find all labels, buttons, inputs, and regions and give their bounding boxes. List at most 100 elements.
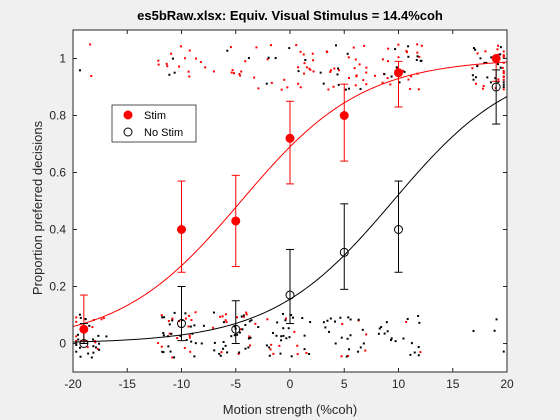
raw-trial-nostim [189, 325, 192, 328]
raw-trial-stim [254, 322, 257, 325]
raw-trial-nostim [337, 83, 340, 86]
raw-trial-nostim [297, 70, 300, 73]
raw-trial-stim [167, 320, 170, 323]
raw-trial-nostim [489, 81, 492, 84]
data-point-nostim [177, 319, 186, 329]
raw-trial-nostim [284, 319, 287, 322]
raw-trial-nostim [474, 76, 477, 79]
raw-trial-stim [283, 78, 286, 81]
raw-trial-nostim [173, 311, 176, 314]
raw-trial-nostim [291, 316, 294, 319]
raw-trial-stim [224, 313, 227, 316]
raw-trial-stim [248, 335, 251, 338]
raw-trial-stim [176, 337, 179, 340]
raw-trial-nostim [346, 52, 349, 55]
raw-trial-nostim [92, 345, 95, 348]
raw-trial-stim [332, 85, 335, 88]
raw-trial-nostim [97, 334, 100, 337]
raw-trial-nostim [226, 49, 229, 52]
raw-trial-nostim [268, 346, 271, 349]
raw-trial-nostim [357, 350, 360, 353]
raw-trial-nostim [502, 83, 505, 86]
raw-trial-stim [269, 348, 272, 351]
raw-trial-stim [340, 355, 343, 358]
raw-trial-stim [305, 66, 308, 69]
raw-trial-stim [90, 74, 93, 77]
raw-trial-nostim [346, 337, 349, 340]
raw-trial-nostim [407, 45, 410, 48]
raw-trial-nostim [380, 325, 383, 328]
raw-trial-stim [405, 51, 408, 54]
raw-trial-stim [374, 74, 377, 77]
raw-trial-stim [75, 316, 78, 319]
raw-trial-nostim [247, 57, 250, 60]
raw-trial-stim [309, 68, 312, 71]
raw-trial-nostim [417, 314, 420, 317]
raw-trial-stim [501, 66, 504, 69]
raw-trial-nostim [222, 341, 225, 344]
raw-trial-nostim [282, 327, 285, 330]
raw-trial-stim [272, 352, 275, 355]
raw-trial-stim [157, 59, 160, 62]
raw-trial-stim [244, 60, 247, 63]
raw-trial-nostim [162, 351, 165, 354]
raw-trial-stim [416, 43, 419, 46]
raw-trial-stim [348, 77, 351, 80]
raw-trial-nostim [248, 320, 251, 323]
raw-trial-nostim [185, 338, 188, 341]
raw-trial-nostim [309, 321, 312, 324]
raw-trial-nostim [162, 331, 165, 334]
raw-trial-nostim [502, 350, 505, 353]
raw-trial-stim [474, 82, 477, 85]
raw-trial-nostim [288, 47, 291, 50]
data-point-nostim [339, 247, 349, 257]
raw-trial-stim [502, 54, 505, 57]
raw-trial-stim [297, 82, 300, 85]
raw-trial-nostim [87, 352, 90, 355]
raw-trial-stim [502, 70, 505, 73]
data-point-nostim [394, 225, 403, 234]
raw-trial-stim [249, 344, 252, 347]
raw-trial-stim [225, 321, 228, 324]
raw-trial-stim [409, 87, 412, 90]
raw-trial-nostim [389, 339, 392, 342]
raw-trial-nostim [285, 337, 288, 340]
data-point-stim [339, 111, 349, 120]
raw-trial-nostim [493, 329, 496, 332]
raw-trial-stim [187, 325, 190, 328]
raw-trial-nostim [288, 336, 291, 339]
raw-trial-stim [355, 74, 358, 77]
raw-trial-stim [184, 317, 187, 320]
raw-trial-stim [326, 51, 329, 54]
raw-trial-stim [484, 50, 487, 53]
raw-trial-nostim [88, 324, 91, 327]
raw-trial-nostim [247, 346, 250, 349]
raw-trial-stim [386, 77, 389, 80]
raw-trial-nostim [494, 77, 497, 80]
data-markers [79, 54, 501, 348]
error-bars [79, 58, 501, 344]
x-tick-label: 15 [446, 377, 460, 391]
raw-trial-nostim [79, 355, 82, 358]
raw-trial-nostim [359, 346, 362, 349]
raw-trial-nostim [222, 321, 225, 324]
raw-trial-stim [245, 313, 248, 316]
y-tick-label: 1 [59, 52, 66, 66]
raw-trial-stim [341, 322, 344, 325]
raw-trial-nostim [236, 333, 239, 336]
raw-trial-nostim [378, 327, 381, 330]
raw-trial-nostim [238, 351, 241, 354]
data-point-nostim [231, 324, 241, 334]
raw-trial-stim [157, 63, 160, 66]
raw-trial-nostim [249, 336, 252, 339]
x-tick-label: 10 [392, 377, 406, 391]
raw-trial-stim [229, 46, 232, 49]
raw-trial-nostim [303, 334, 306, 337]
raw-trial-nostim [499, 46, 502, 49]
data-point-nostim [491, 82, 501, 92]
raw-trial-stim [266, 318, 269, 321]
raw-trial-nostim [78, 69, 81, 72]
raw-trial-stim [381, 58, 384, 61]
raw-trial-stim [299, 50, 302, 53]
raw-trial-nostim [337, 67, 340, 70]
